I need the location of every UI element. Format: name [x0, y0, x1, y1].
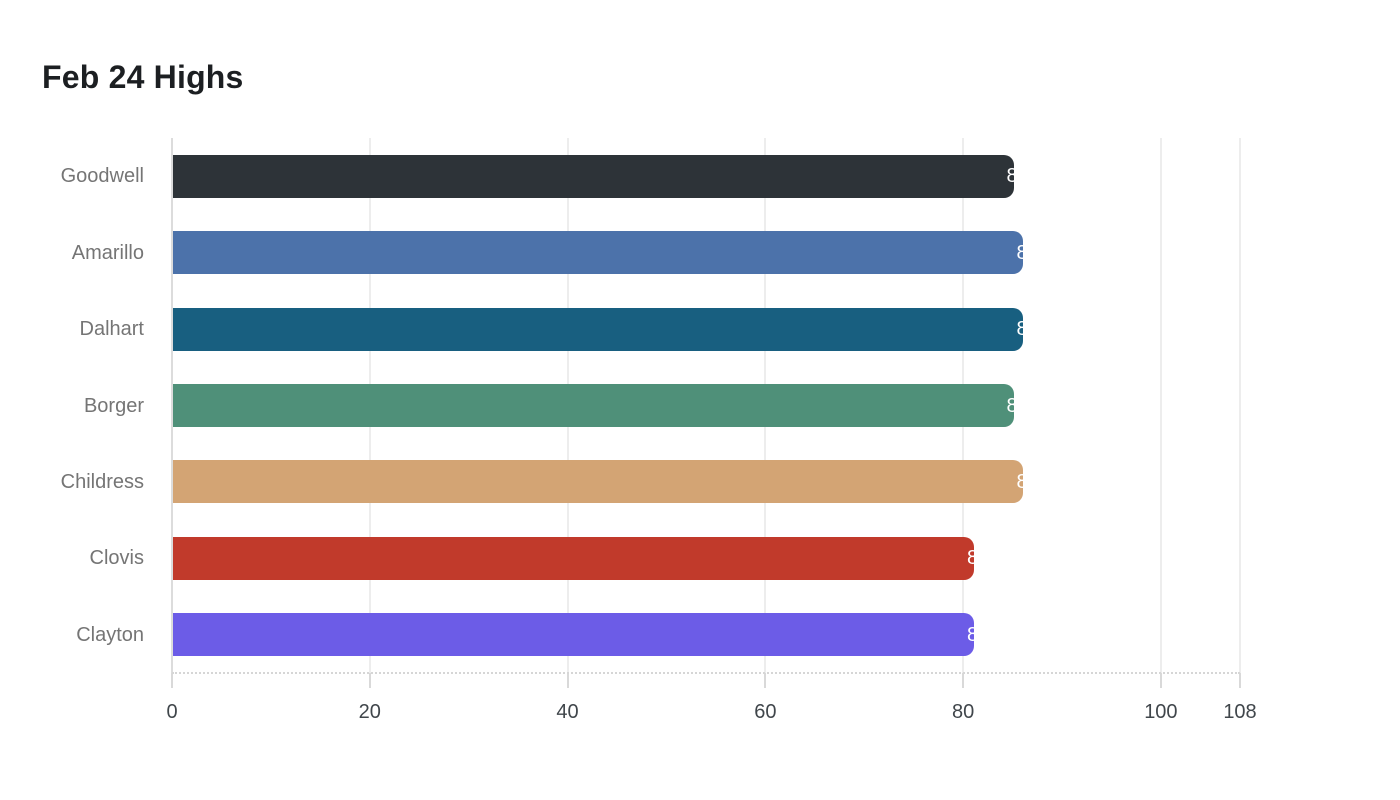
x-axis-tick	[1159, 673, 1162, 688]
category-label: Goodwell	[60, 165, 144, 188]
x-axis-tick	[962, 673, 965, 688]
x-axis-tick-label: 40	[556, 701, 579, 723]
x-axis-tick-label: 108	[1223, 701, 1257, 723]
category-label: Clayton	[76, 623, 144, 646]
x-axis-tick	[368, 673, 371, 688]
bar-dalhart: 86	[173, 307, 1039, 351]
x-axis-tick	[566, 673, 569, 688]
gridline	[1159, 138, 1162, 673]
category-label: Childress	[60, 470, 144, 493]
bar-childress: 86	[173, 460, 1039, 504]
x-axis-tick-label: 100	[1144, 701, 1178, 723]
bar-value-label: 86	[1016, 470, 1039, 493]
gridline	[1239, 138, 1241, 673]
category-label: Dalhart	[79, 318, 144, 341]
category-label: Clovis	[89, 547, 144, 570]
x-axis-tick-label: 80	[951, 701, 975, 723]
category-label: Borger	[83, 394, 144, 417]
x-axis-tick	[764, 673, 767, 688]
category-label: Amarillo	[71, 241, 144, 264]
x-axis-line	[172, 672, 1240, 674]
bar-amarillo: 86	[173, 231, 1039, 275]
bar-goodwell: 85	[173, 154, 1029, 198]
x-axis-tick	[171, 673, 173, 688]
chart-title: Feb 24 Highs	[42, 59, 244, 95]
bar-value-label: 85	[1006, 165, 1029, 188]
bar-clayton: 81	[173, 613, 989, 657]
x-axis-tick-label: 20	[358, 701, 381, 723]
bar-value-label: 85	[1006, 394, 1029, 417]
bar-value-label: 81	[967, 623, 990, 646]
bar-clovis: 81	[173, 536, 989, 580]
x-axis-tick	[1239, 673, 1241, 688]
y-axis-zero-line	[171, 138, 173, 673]
x-axis-tick-label: 60	[754, 701, 777, 723]
bar-value-label: 81	[967, 547, 990, 570]
bar-value-label: 86	[1016, 241, 1039, 264]
bar-value-label: 86	[1016, 318, 1039, 341]
x-axis-tick-label: 0	[166, 701, 178, 723]
bar-borger: 85	[173, 384, 1029, 427]
